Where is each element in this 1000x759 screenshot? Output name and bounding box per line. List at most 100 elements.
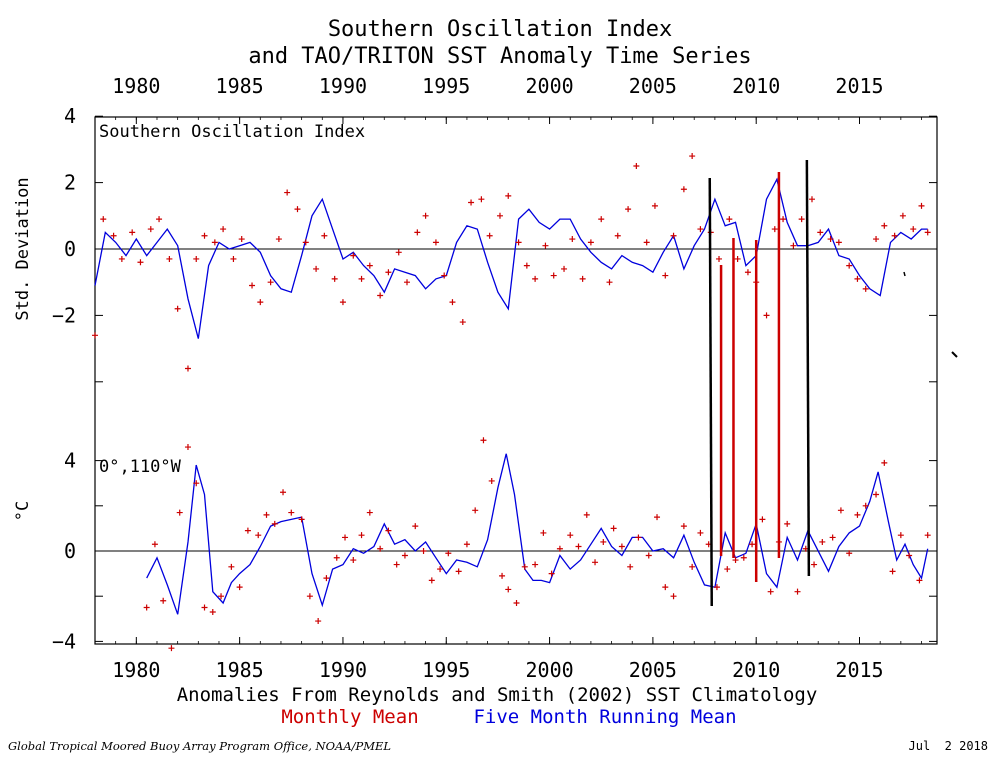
soi-monthly-point (651, 202, 658, 209)
sst-monthly-point (263, 511, 270, 518)
sst-monthly-point (635, 534, 642, 541)
sst-monthly-point (618, 543, 625, 550)
plot-frame (94, 116, 938, 645)
sst-monthly-point (540, 529, 547, 536)
soi-monthly-point (716, 255, 723, 262)
sst-monthly-point (794, 588, 801, 595)
x-tick-label-top: 2010 (732, 74, 780, 98)
soi-monthly-point (734, 255, 741, 262)
soi-monthly-point (249, 282, 256, 289)
sst-monthly-point (767, 588, 774, 595)
soi-monthly-point (808, 196, 815, 203)
sst-y-tick-label: −4 (52, 629, 76, 653)
soi-monthly-point (881, 222, 888, 229)
soi-monthly-point (817, 229, 824, 236)
soi-monthly-point (238, 236, 245, 243)
sst-monthly-point (151, 541, 158, 548)
soi-monthly-point (100, 216, 107, 223)
soi-monthly-point (449, 299, 456, 306)
sst-monthly-point (505, 586, 512, 593)
soi-monthly-point (294, 206, 301, 213)
sst-monthly-point (627, 563, 634, 570)
soi-monthly-point (643, 239, 650, 246)
soi-monthly-point (350, 252, 357, 259)
soi-monthly-point (670, 232, 677, 239)
x-tick-label-top: 2005 (629, 74, 677, 98)
sst-monthly-point (532, 561, 539, 568)
soi-y-tick-label: 0 (64, 237, 76, 261)
soi-monthly-point (561, 265, 568, 272)
soi-monthly-point (505, 192, 512, 199)
soi-monthly-point (523, 262, 530, 269)
sst-monthly-point (428, 577, 435, 584)
sst-monthly-point (168, 645, 175, 652)
sst-monthly-point (280, 489, 287, 496)
sst-monthly-point (143, 604, 150, 611)
sst-monthly-point (600, 538, 607, 545)
x-tick-label-top: 1990 (319, 74, 367, 98)
soi-monthly-point (625, 206, 632, 213)
sst-monthly-point (377, 545, 384, 552)
soi-monthly-point (156, 216, 163, 223)
sst-monthly-point (298, 516, 305, 523)
sst-monthly-point (889, 568, 896, 575)
sst-monthly-point (366, 509, 373, 516)
soi-monthly-point (193, 255, 200, 262)
soi-y-tick-label: −2 (52, 303, 76, 327)
soi-monthly-point (697, 226, 704, 233)
soi-monthly-point (744, 269, 751, 276)
sst-monthly-point (645, 552, 652, 559)
soi-monthly-point (118, 255, 125, 262)
soi-y-axis-title: Std. Deviation (13, 177, 33, 320)
soi-monthly-point (633, 163, 640, 169)
soi-monthly-point (798, 216, 805, 223)
soi-monthly-point (211, 239, 218, 246)
sst-monthly-point (854, 511, 861, 518)
soi-monthly-point (515, 239, 522, 246)
soi-monthly-point (763, 312, 770, 319)
soi-monthly-point (899, 212, 906, 219)
sst-monthly-point (184, 444, 191, 451)
sst-monthly-point (288, 509, 295, 516)
sst-monthly-point (455, 568, 462, 575)
soi-monthly-point (835, 239, 842, 246)
sst-monthly-point (837, 507, 844, 514)
sst-monthly-point (697, 529, 704, 536)
sst-monthly-point (350, 557, 357, 564)
sst-monthly-point (342, 534, 349, 541)
soi-monthly-point (321, 232, 328, 239)
x-tick-label-bottom: 2010 (732, 658, 780, 682)
sst-monthly-point (556, 545, 563, 552)
sst-monthly-point (201, 604, 208, 611)
soi-monthly-point (918, 202, 925, 209)
sst-monthly-point (906, 552, 913, 559)
sst-monthly-point (333, 554, 340, 561)
soi-monthly-point (377, 292, 384, 299)
x-tick-label-top: 2000 (525, 74, 573, 98)
sst-monthly-point (575, 543, 582, 550)
soi-monthly-point (284, 189, 291, 196)
sst-monthly-point (811, 561, 818, 568)
soi-monthly-point (910, 226, 917, 233)
soi-monthly-point (275, 236, 282, 243)
sst-monthly-point (218, 593, 225, 600)
soi-monthly-point (422, 212, 429, 219)
soi-monthly-point (110, 232, 117, 239)
chart-subtitle: and TAO/TRITON SST Anomaly Time Series (248, 44, 751, 69)
soi-monthly-point (532, 275, 539, 282)
soi-y-tick-label: 4 (64, 104, 76, 128)
soi-monthly-point (862, 285, 869, 292)
soi-series-layer (92, 153, 931, 372)
soi-monthly-point (137, 259, 144, 266)
soi-monthly-point (257, 299, 264, 306)
sst-monthly-point (862, 502, 869, 509)
soi-monthly-point (147, 226, 154, 233)
sst-monthly-point (472, 507, 479, 514)
soi-monthly-point (726, 216, 733, 223)
sst-monthly-point (670, 593, 677, 600)
soi-monthly-point (166, 255, 173, 262)
sst-monthly-point (193, 480, 200, 487)
soi-monthly-point (404, 279, 411, 286)
soi-monthly-point (780, 216, 787, 223)
sst-monthly-point (724, 566, 731, 573)
